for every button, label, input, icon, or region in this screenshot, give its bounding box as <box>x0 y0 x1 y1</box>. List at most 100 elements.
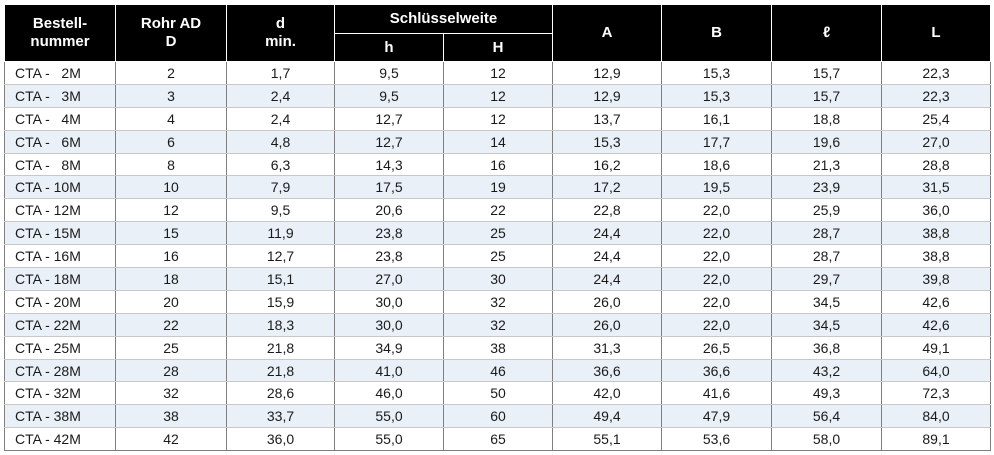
cell-h-large: 32 <box>443 313 553 337</box>
cell-d-min: 18,3 <box>226 313 335 337</box>
table-row: CTA - 3M 3 2,4 9,5 12 12,9 15,3 15,7 22,3 <box>4 84 991 108</box>
header-bestellnummer: Bestell-nummer <box>4 4 116 62</box>
cell-h-small: 55,0 <box>334 427 444 452</box>
cell-bestellnummer: CTA - 18M <box>4 267 116 291</box>
table-row: CTA - 22M 22 18,3 30,0 32 26,0 22,0 34,5 42,6 <box>4 313 991 337</box>
cell-a: 22,8 <box>552 198 662 223</box>
table-row: CTA - 4M 4 2,4 12,7 12 13,7 16,1 18,8 25,4 <box>4 107 991 131</box>
cell-h-small: 41,0 <box>334 359 444 383</box>
header-rohr-ad-line1: Rohr AD <box>140 15 202 32</box>
cell-a: 26,0 <box>552 313 662 337</box>
cell-bestellnummer: CTA - 2M <box>4 61 116 85</box>
cell-h-large: 60 <box>443 404 553 429</box>
cell-d-min: 36,0 <box>226 427 335 452</box>
cell-d-min: 9,5 <box>226 198 335 223</box>
cell-h-small: 30,0 <box>334 290 444 314</box>
cell-bestellnummer: CTA - 25M <box>4 336 116 360</box>
header-d-min-line2: min. <box>265 33 296 50</box>
header-d-min: d min. <box>226 4 335 62</box>
cell-rohr-ad: 8 <box>115 153 227 177</box>
cell-h-large: 25 <box>443 221 553 246</box>
cell-bestellnummer: CTA - 15M <box>4 221 116 246</box>
cell-a: 17,2 <box>552 175 662 200</box>
cell-a: 55,1 <box>552 427 662 452</box>
cell-rohr-ad: 38 <box>115 404 227 429</box>
cell-l-large: 25,4 <box>881 107 991 131</box>
cell-bestellnummer: CTA - 12M <box>4 198 116 223</box>
cell-a: 31,3 <box>552 336 662 360</box>
cell-l-small: 34,5 <box>771 290 882 314</box>
cell-l-small: 19,6 <box>771 130 882 154</box>
cell-h-large: 22 <box>443 198 553 223</box>
cell-bestellnummer: CTA - 42M <box>4 427 116 452</box>
cell-d-min: 28,6 <box>226 381 335 406</box>
cell-d-min: 33,7 <box>226 404 335 429</box>
cell-h-large: 38 <box>443 336 553 360</box>
header-b: B <box>661 4 772 62</box>
cell-b: 22,0 <box>661 198 772 223</box>
cell-l-small: 29,7 <box>771 267 882 291</box>
cell-h-large: 65 <box>443 427 553 452</box>
cell-rohr-ad: 15 <box>115 221 227 246</box>
cell-h-small: 55,0 <box>334 404 444 429</box>
table-row: CTA - 42M 42 36,0 55,0 65 55,1 53,6 58,0 89,1 <box>4 427 991 452</box>
cell-a: 13,7 <box>552 107 662 131</box>
cell-d-min: 21,8 <box>226 336 335 360</box>
header-h-small: h <box>334 33 444 62</box>
cell-h-small: 23,8 <box>334 221 444 246</box>
header-bestellnummer-line1: Bestell- <box>32 15 88 32</box>
table-row: CTA - 28M 28 21,8 41,0 46 36,6 36,6 43,2 64,0 <box>4 359 991 383</box>
dimensions-table: Bestell-nummer Rohr AD D d min. Schlüsselw… <box>4 4 991 452</box>
cell-l-small: 58,0 <box>771 427 882 452</box>
cell-bestellnummer: CTA - 38M <box>4 404 116 429</box>
cell-bestellnummer: CTA - 10M <box>4 175 116 200</box>
cell-a: 24,4 <box>552 267 662 291</box>
cell-bestellnummer: CTA - 4M <box>4 107 116 131</box>
cell-bestellnummer: CTA - 16M <box>4 244 116 269</box>
cell-l-large: 28,8 <box>881 153 991 177</box>
cell-h-small: 12,7 <box>334 130 444 154</box>
cell-d-min: 1,7 <box>226 61 335 85</box>
cell-h-small: 20,6 <box>334 198 444 223</box>
cell-h-small: 27,0 <box>334 267 444 291</box>
cell-l-small: 49,3 <box>771 381 882 406</box>
cell-rohr-ad: 20 <box>115 290 227 314</box>
table-row: CTA - 6M 6 4,8 12,7 14 15,3 17,7 19,6 27,0 <box>4 130 991 154</box>
cell-h-small: 23,8 <box>334 244 444 269</box>
cell-d-min: 11,9 <box>226 221 335 246</box>
cell-rohr-ad: 16 <box>115 244 227 269</box>
cell-rohr-ad: 10 <box>115 175 227 200</box>
cell-rohr-ad: 25 <box>115 336 227 360</box>
header-h-large: H <box>443 33 553 62</box>
cell-b: 19,5 <box>661 175 772 200</box>
cell-l-small: 28,7 <box>771 244 882 269</box>
cell-h-small: 34,9 <box>334 336 444 360</box>
cell-b: 41,6 <box>661 381 772 406</box>
cell-rohr-ad: 28 <box>115 359 227 383</box>
header-rohr-ad: Rohr AD D <box>115 4 227 62</box>
cell-l-small: 18,8 <box>771 107 882 131</box>
cell-b: 15,3 <box>661 61 772 85</box>
cell-d-min: 12,7 <box>226 244 335 269</box>
cell-d-min: 6,3 <box>226 153 335 177</box>
cell-bestellnummer: CTA - 22M <box>4 313 116 337</box>
cell-a: 12,9 <box>552 84 662 108</box>
table-row: CTA - 38M 38 33,7 55,0 60 49,4 47,9 56,4 84,0 <box>4 404 991 429</box>
cell-h-large: 25 <box>443 244 553 269</box>
cell-l-large: 38,8 <box>881 221 991 246</box>
header-l-large: L <box>881 4 991 62</box>
cell-d-min: 21,8 <box>226 359 335 383</box>
header-rohr-ad-line2: D <box>165 33 177 50</box>
cell-b: 22,0 <box>661 290 772 314</box>
cell-b: 53,6 <box>661 427 772 452</box>
cell-rohr-ad: 6 <box>115 130 227 154</box>
header-d-min-line1: d <box>275 15 286 32</box>
cell-l-large: 39,8 <box>881 267 991 291</box>
header-bestellnummer-line2: nummer <box>30 33 90 50</box>
cell-h-large: 30 <box>443 267 553 291</box>
header-a: A <box>552 4 662 62</box>
cell-b: 22,0 <box>661 313 772 337</box>
cell-rohr-ad: 42 <box>115 427 227 452</box>
cell-d-min: 7,9 <box>226 175 335 200</box>
cell-h-small: 14,3 <box>334 153 444 177</box>
